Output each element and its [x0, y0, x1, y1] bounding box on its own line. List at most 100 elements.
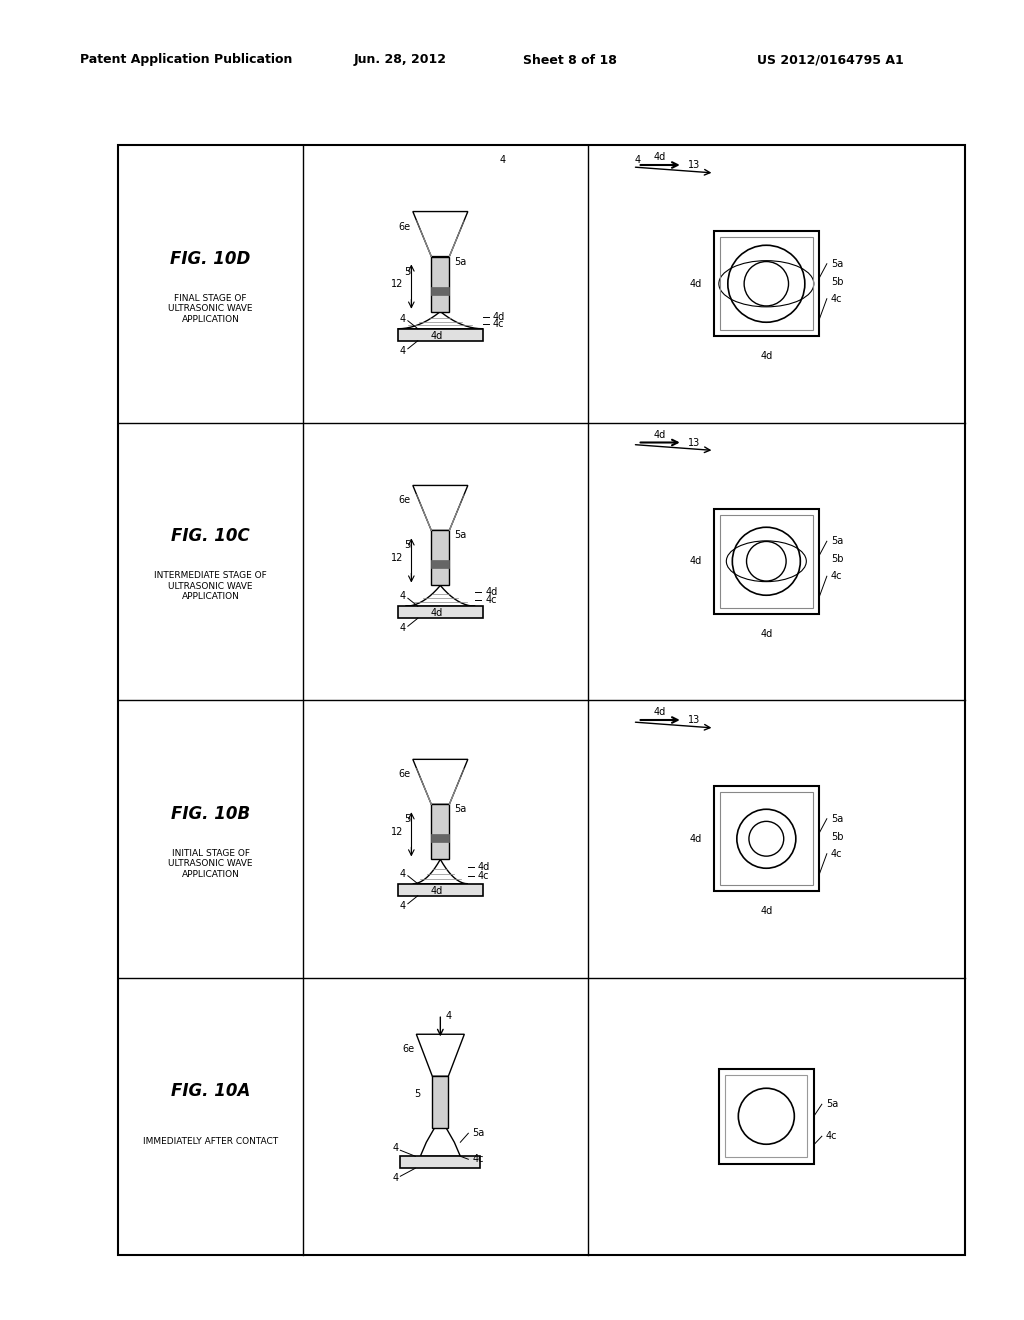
Text: 4c: 4c — [478, 871, 489, 882]
Bar — [720, 238, 813, 330]
Text: Patent Application Publication: Patent Application Publication — [80, 54, 293, 66]
Bar — [431, 286, 450, 294]
Text: 6e: 6e — [402, 1044, 415, 1055]
Text: 4: 4 — [399, 346, 406, 356]
Text: 6e: 6e — [398, 770, 411, 779]
Bar — [400, 1156, 480, 1168]
Text: FINAL STAGE OF
ULTRASONIC WAVE
APPLICATION: FINAL STAGE OF ULTRASONIC WAVE APPLICATI… — [168, 294, 253, 323]
Text: 13: 13 — [688, 160, 700, 170]
Text: 5a: 5a — [472, 1129, 484, 1138]
Bar — [398, 884, 483, 896]
Text: 5a: 5a — [455, 256, 467, 267]
Text: 5b: 5b — [830, 832, 844, 842]
Circle shape — [738, 1088, 795, 1144]
Text: 5a: 5a — [830, 536, 843, 546]
Bar — [719, 1069, 814, 1164]
Bar — [398, 329, 483, 341]
Text: 4: 4 — [399, 900, 406, 911]
Text: 4d: 4d — [760, 907, 772, 916]
Text: 4d: 4d — [654, 708, 667, 717]
Circle shape — [737, 809, 796, 869]
Text: 4: 4 — [399, 591, 406, 601]
Text: 4c: 4c — [830, 849, 843, 859]
Text: 6e: 6e — [398, 222, 411, 231]
Text: 5a: 5a — [825, 1100, 838, 1109]
Bar — [714, 787, 819, 891]
Text: Sheet 8 of 18: Sheet 8 of 18 — [523, 54, 616, 66]
Text: 4d: 4d — [689, 279, 701, 289]
Circle shape — [744, 261, 788, 306]
Bar — [714, 508, 819, 614]
Text: 5: 5 — [404, 267, 411, 277]
Bar — [431, 256, 450, 312]
Text: 4d: 4d — [430, 609, 442, 618]
Circle shape — [749, 821, 783, 857]
Text: 4: 4 — [399, 314, 406, 323]
Text: 4d: 4d — [689, 834, 701, 843]
Text: 4d: 4d — [654, 152, 667, 162]
Text: 12: 12 — [391, 553, 403, 562]
Text: 4d: 4d — [430, 331, 442, 341]
Text: 4c: 4c — [830, 294, 843, 304]
Polygon shape — [420, 1129, 461, 1156]
Text: 5b: 5b — [830, 277, 844, 286]
Bar — [714, 231, 819, 337]
Text: 5: 5 — [414, 1089, 420, 1100]
Text: 4: 4 — [392, 1173, 398, 1183]
Bar — [720, 515, 813, 607]
Text: 4: 4 — [399, 869, 406, 879]
Text: 4: 4 — [500, 154, 506, 165]
Circle shape — [746, 541, 786, 581]
Text: INITIAL STAGE OF
ULTRASONIC WAVE
APPLICATION: INITIAL STAGE OF ULTRASONIC WAVE APPLICA… — [168, 849, 253, 879]
Bar — [398, 606, 483, 618]
Polygon shape — [413, 759, 468, 804]
Polygon shape — [398, 312, 483, 329]
Circle shape — [732, 527, 801, 595]
Text: 4d: 4d — [689, 556, 701, 566]
Text: 5a: 5a — [830, 813, 843, 824]
Bar — [720, 792, 813, 886]
Polygon shape — [417, 1035, 464, 1076]
Text: 13: 13 — [688, 715, 700, 725]
Bar — [118, 145, 965, 1255]
Text: IMMEDIATELY AFTER CONTACT: IMMEDIATELY AFTER CONTACT — [143, 1137, 279, 1146]
Text: 4: 4 — [392, 1143, 398, 1154]
Text: 4d: 4d — [485, 586, 498, 597]
Text: 4c: 4c — [825, 1131, 838, 1142]
Text: 5b: 5b — [830, 554, 844, 564]
Text: 5a: 5a — [455, 531, 467, 540]
Text: Jun. 28, 2012: Jun. 28, 2012 — [353, 54, 446, 66]
Text: 4d: 4d — [430, 886, 442, 896]
Text: 5a: 5a — [455, 804, 467, 814]
Text: 4d: 4d — [760, 351, 772, 362]
Polygon shape — [413, 486, 468, 531]
Polygon shape — [413, 859, 468, 884]
Text: 4: 4 — [399, 623, 406, 634]
Polygon shape — [413, 211, 468, 256]
Text: 12: 12 — [391, 279, 403, 289]
Circle shape — [728, 246, 805, 322]
Bar — [431, 834, 450, 842]
Text: FIG. 10D: FIG. 10D — [170, 249, 251, 268]
Text: INTERMEDIATE STAGE OF
ULTRASONIC WAVE
APPLICATION: INTERMEDIATE STAGE OF ULTRASONIC WAVE AP… — [155, 572, 267, 601]
Text: 4c: 4c — [485, 595, 497, 605]
Text: FIG. 10A: FIG. 10A — [171, 1082, 250, 1101]
Text: 4d: 4d — [493, 312, 505, 322]
Bar — [725, 1076, 807, 1158]
Text: 4: 4 — [635, 154, 641, 165]
Bar — [431, 804, 450, 859]
Text: 4d: 4d — [654, 429, 667, 440]
Text: FIG. 10B: FIG. 10B — [171, 805, 250, 822]
Text: 5a: 5a — [830, 259, 843, 269]
Text: US 2012/0164795 A1: US 2012/0164795 A1 — [757, 54, 903, 66]
Bar — [432, 1076, 449, 1129]
Text: 4d: 4d — [760, 628, 772, 639]
Bar — [431, 531, 450, 586]
Text: FIG. 10C: FIG. 10C — [171, 527, 250, 545]
Text: 4c: 4c — [830, 572, 843, 581]
Text: 4c: 4c — [472, 1154, 483, 1164]
Polygon shape — [406, 586, 475, 606]
Text: 4: 4 — [445, 1011, 452, 1022]
Bar — [431, 561, 450, 569]
Text: 13: 13 — [688, 437, 700, 447]
